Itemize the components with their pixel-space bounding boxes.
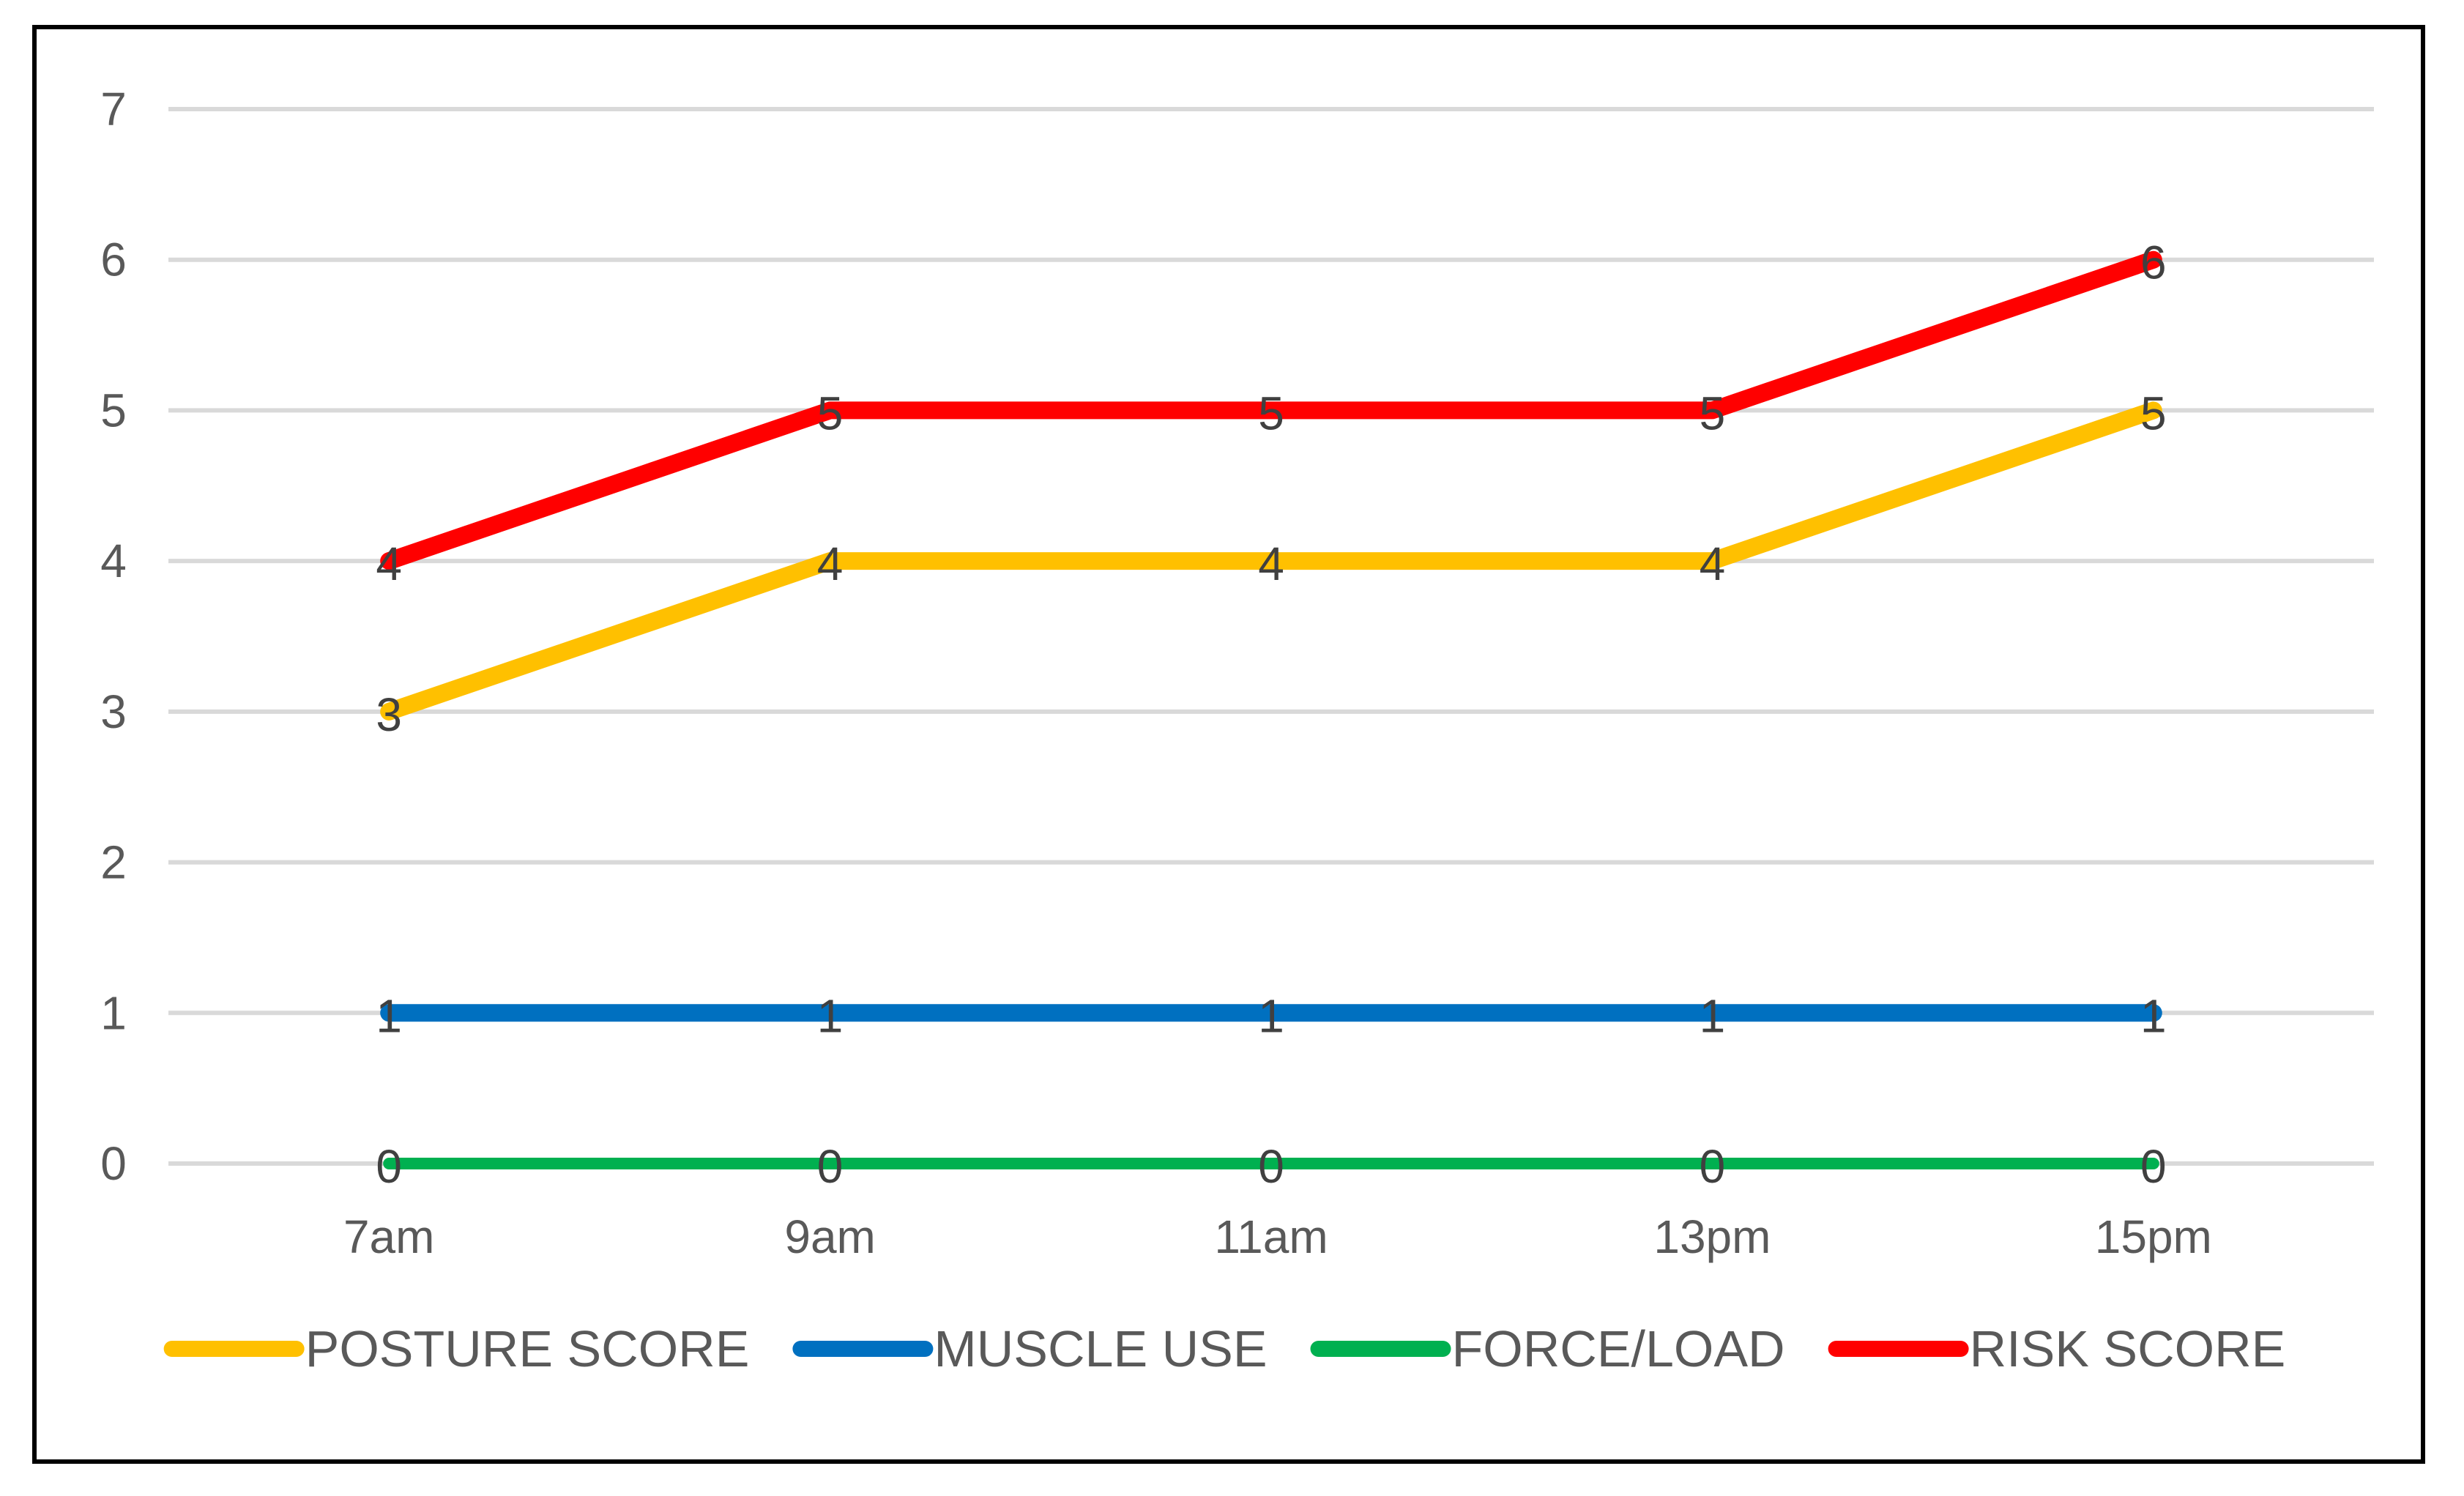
y-tick-label: 4 — [100, 535, 127, 587]
data-labels: 3 4 4 4 5 1 1 1 1 1 0 0 0 0 0 4 5 5 5 6 — [376, 237, 2166, 1193]
data-label-force-load: 0 — [1700, 1140, 1726, 1193]
x-tick-label: 9am — [784, 1210, 876, 1263]
legend-label-risk-score: RISK SCORE — [1970, 1320, 2286, 1377]
data-label-risk-score: 6 — [2140, 237, 2167, 289]
data-label-posture-score: 4 — [817, 537, 844, 590]
data-label-force-load: 0 — [1258, 1140, 1284, 1193]
data-label-posture-score: 3 — [376, 688, 402, 741]
x-tick-label: 13pm — [1653, 1210, 1771, 1263]
legend: POSTURE SCORE MUSCLE USE FORCE/LOAD RISK SC… — [163, 1320, 2286, 1377]
legend-label-muscle-use: MUSCLE USE — [934, 1320, 1267, 1377]
y-tick-label: 7 — [100, 83, 127, 135]
x-tick-label: 11am — [1214, 1210, 1328, 1263]
data-label-muscle-use: 1 — [1258, 989, 1284, 1042]
data-label-force-load: 0 — [376, 1140, 402, 1193]
data-label-muscle-use: 1 — [376, 989, 402, 1042]
y-axis: 0 1 2 3 4 5 6 7 — [100, 83, 127, 1190]
y-tick-label: 1 — [100, 986, 127, 1039]
y-tick-label: 3 — [100, 685, 127, 738]
data-label-force-load: 0 — [2140, 1140, 2167, 1193]
y-tick-label: 5 — [100, 384, 127, 436]
legend-label-force-load: FORCE/LOAD — [1452, 1320, 1785, 1377]
y-tick-label: 0 — [100, 1137, 127, 1190]
data-label-force-load: 0 — [817, 1140, 844, 1193]
data-label-muscle-use: 1 — [2140, 989, 2167, 1042]
legend-item: RISK SCORE — [1828, 1320, 2286, 1377]
legend-item: POSTURE SCORE — [163, 1320, 750, 1377]
series-line-risk-score — [380, 250, 2162, 570]
data-label-posture-score: 5 — [2140, 387, 2167, 439]
data-label-risk-score: 5 — [1700, 387, 1726, 439]
data-label-posture-score: 4 — [1700, 537, 1726, 590]
data-label-muscle-use: 1 — [817, 989, 844, 1042]
data-label-risk-score: 5 — [817, 387, 844, 439]
data-label-posture-score: 4 — [1258, 537, 1284, 590]
data-label-risk-score: 5 — [1258, 387, 1284, 439]
data-label-risk-score: 4 — [376, 537, 402, 590]
y-tick-label: 6 — [100, 234, 127, 286]
series-line-posture-score — [380, 401, 2162, 721]
x-axis: 7am 9am 11am 13pm 15pm — [343, 1210, 2212, 1263]
series-lines — [380, 250, 2162, 1169]
legend-label-posture-score: POSTURE SCORE — [305, 1320, 750, 1377]
x-tick-label: 7am — [343, 1210, 435, 1263]
x-tick-label: 15pm — [2095, 1210, 2212, 1263]
legend-item: FORCE/LOAD — [1310, 1320, 1785, 1377]
data-label-muscle-use: 1 — [1700, 989, 1726, 1042]
legend-item: MUSCLE USE — [792, 1320, 1268, 1377]
y-tick-label: 2 — [100, 836, 127, 889]
